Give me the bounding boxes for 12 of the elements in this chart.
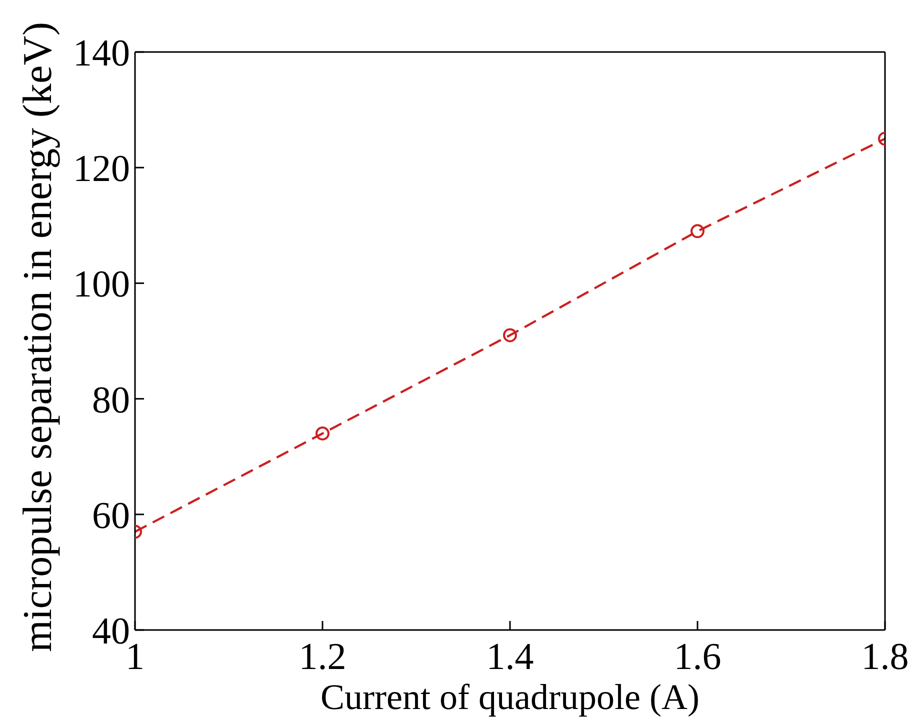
x-tick-label: 1.4 xyxy=(486,636,534,678)
y-tick-label: 100 xyxy=(73,264,130,306)
x-tick-label: 1.2 xyxy=(298,636,346,678)
x-tick-label: 1.8 xyxy=(861,636,909,678)
y-tick-label: 60 xyxy=(92,494,130,537)
y-axis-title: micropulse separation in energy (keV) xyxy=(14,22,60,652)
point xyxy=(503,328,517,342)
x-tick-label: 1.6 xyxy=(674,636,722,678)
x-axis-title: Current of quadrupole (A) xyxy=(320,677,700,717)
y-tick-label: 80 xyxy=(92,379,130,422)
y-tick-label: 140 xyxy=(73,32,130,74)
y-tick-label: 120 xyxy=(73,148,130,190)
